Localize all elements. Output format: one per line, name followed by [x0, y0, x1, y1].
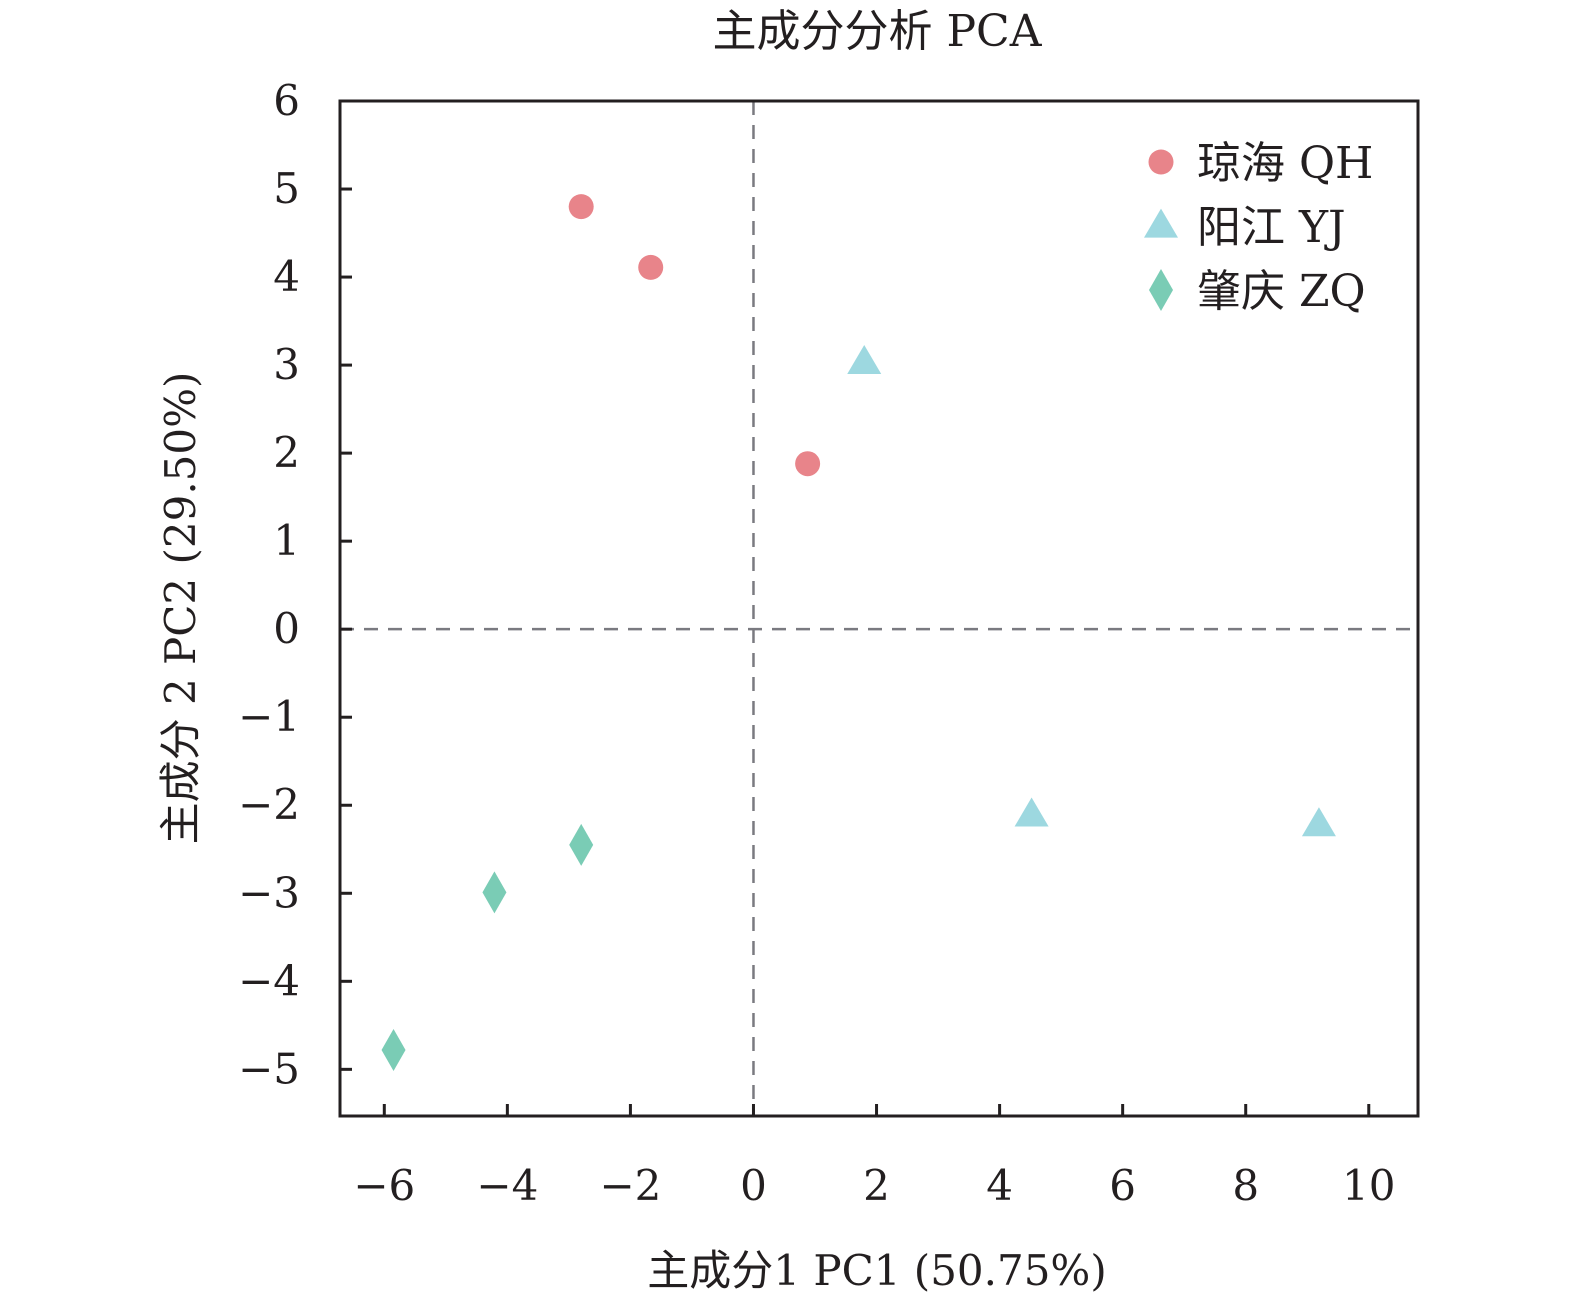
- x-tick-label: 0: [740, 1161, 767, 1210]
- x-tick-label: 4: [986, 1161, 1013, 1210]
- x-tick-label: 10: [1342, 1161, 1395, 1210]
- series-triangle: [847, 345, 1336, 837]
- legend-marker-triangle: [1144, 208, 1178, 238]
- legend-label: 阳江 YJ: [1197, 202, 1346, 253]
- y-tick-label: −2: [238, 780, 300, 829]
- y-axis-ticks: 6 5 4 3 2 1 0 −1 −2 −3 −4 −5: [238, 76, 352, 1093]
- y-tick-label: 2: [273, 428, 300, 477]
- x-axis-label: 主成分1 PC1 (50.75%): [647, 1246, 1106, 1295]
- legend-item: 肇庆 ZQ: [1149, 266, 1366, 317]
- y-tick-label: 4: [273, 252, 300, 301]
- series-circle: [568, 194, 821, 477]
- legend-label: 肇庆 ZQ: [1197, 266, 1366, 317]
- y-tick-label: −1: [238, 692, 300, 741]
- data-point-circle: [568, 194, 594, 220]
- y-tick-label: −5: [238, 1044, 300, 1093]
- plot-frame: [338, 99, 1420, 1118]
- y-tick-label: −4: [238, 956, 300, 1005]
- y-tick-label: 3: [273, 340, 300, 389]
- y-axis-label: 主成分 2 PC2 (29.50%): [156, 372, 205, 845]
- legend-marker-diamond: [1149, 269, 1173, 311]
- reference-lines: [340, 101, 1418, 1116]
- data-point-diamond: [482, 871, 507, 914]
- x-tick-label: −2: [599, 1161, 661, 1210]
- series-diamond: [381, 823, 594, 1071]
- x-tick-label: 6: [1109, 1161, 1136, 1210]
- data-point-diamond: [569, 823, 594, 866]
- y-tick-label: 6: [273, 76, 300, 125]
- y-tick-label: 5: [273, 164, 300, 213]
- data-point-triangle: [847, 345, 882, 375]
- data-point-circle: [795, 451, 821, 477]
- x-tick-label: 2: [863, 1161, 890, 1210]
- data-point-circle: [638, 254, 664, 280]
- legend-item: 阳江 YJ: [1144, 202, 1346, 253]
- legend-item: 琼海 QH: [1148, 138, 1373, 189]
- x-tick-label: −4: [476, 1161, 538, 1210]
- x-tick-label: −6: [353, 1161, 415, 1210]
- data-points: [381, 194, 1336, 1071]
- data-point-triangle: [1014, 797, 1049, 827]
- legend: 琼海 QH 阳江 YJ 肇庆 ZQ: [1144, 138, 1373, 317]
- y-tick-label: −3: [238, 868, 300, 917]
- y-tick-label: 0: [273, 604, 300, 653]
- y-tick-label: 1: [273, 516, 300, 565]
- chart-title: 主成分分析 PCA: [712, 6, 1042, 57]
- x-axis-ticks: −6 −4 −2 0 2 4 6 8 10: [353, 1104, 1396, 1210]
- data-point-diamond: [381, 1028, 406, 1071]
- legend-marker-circle: [1148, 149, 1174, 175]
- legend-label: 琼海 QH: [1197, 138, 1373, 189]
- x-tick-label: 8: [1232, 1161, 1259, 1210]
- data-point-triangle: [1301, 807, 1336, 837]
